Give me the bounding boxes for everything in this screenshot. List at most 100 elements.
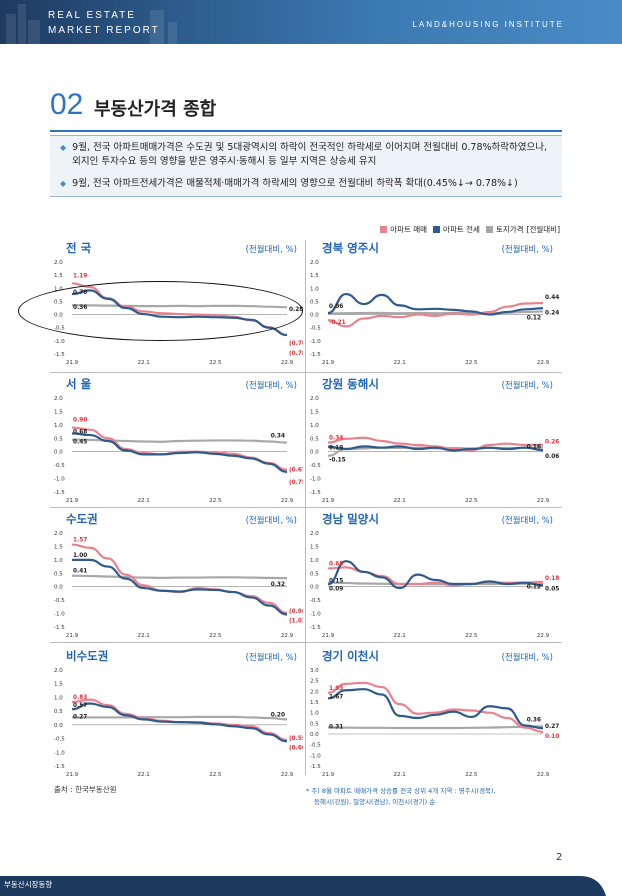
- data-label: 0.41: [73, 569, 87, 575]
- data-label: 0.57: [73, 703, 87, 709]
- legend-jeonse: 아파트 전세: [443, 225, 480, 234]
- x-tick-label: 22.1: [394, 498, 406, 504]
- data-label: (0.78): [289, 351, 303, 357]
- series-line-land: [72, 715, 288, 721]
- panel-title: 경남 밀양시: [322, 512, 379, 526]
- data-label: 0.34: [329, 436, 343, 442]
- y-tick-label: 1.0: [310, 423, 319, 429]
- y-tick-label: -0.5: [54, 463, 65, 469]
- y-tick-label: 1.0: [54, 695, 63, 701]
- y-tick-label: 1.5: [54, 409, 63, 415]
- data-label: 0.83: [73, 695, 87, 701]
- y-tick-label: -1.0: [54, 750, 65, 756]
- y-tick-label: 2.0: [310, 260, 319, 266]
- x-tick-label: 22.5: [465, 360, 478, 366]
- chart-panel-yeongju: 경북 영주시 (전월대비, %) 2.0 1.5 1.0 0.5 0.0 -0.5 -1.0…: [308, 240, 559, 366]
- data-label: (0.98): [289, 609, 303, 615]
- data-label: 0.36: [527, 717, 541, 723]
- summary-box: ◆ 9월, 전국 아파트매매가격은 수도권 및 5대광역시의 하락이 전국적인 …: [50, 135, 562, 197]
- chart-panel-seoul: 서 울 (전월대비, %) 2.0 1.5 1.0 0.5 0.0 -0.5 -1.0 -1.…: [52, 376, 303, 504]
- y-tick-label: -1.5: [310, 764, 321, 770]
- summary-item: ◆ 9월, 전국 아파트전세가격은 매물적체·매매가격 하락세의 영향으로 전월…: [60, 177, 518, 191]
- x-tick-label: 22.1: [394, 360, 406, 366]
- series-line-sale: [327, 436, 544, 452]
- series-line-sale: [327, 681, 544, 733]
- x-tick-label: 22.9: [537, 633, 550, 639]
- panel-divider: [50, 642, 562, 643]
- y-tick-label: -1.0: [310, 753, 321, 759]
- y-tick-label: -1.0: [54, 477, 65, 483]
- series-line-sale: [71, 426, 288, 471]
- land-swatch: [485, 226, 493, 233]
- x-tick-label: 22.1: [394, 633, 406, 639]
- y-tick-label: 1.5: [310, 273, 319, 279]
- chart-panel-capital-area: 수도권 (전월대비, %) 2.0 1.5 1.0 0.5 0.0 -0.5 -1.0 -1.…: [52, 511, 303, 639]
- panel-unit: (전월대비, %): [245, 381, 297, 391]
- series-line-land: [71, 574, 288, 580]
- series-line-jeonse: [71, 432, 288, 473]
- x-tick-label: 22.9: [537, 498, 550, 504]
- y-tick-label: -1.0: [310, 339, 321, 345]
- y-tick-label: 1.5: [310, 409, 319, 415]
- panel-unit: (전월대비, %): [501, 516, 553, 526]
- data-label: 0.31: [329, 724, 343, 730]
- data-label: (0.78): [289, 341, 303, 347]
- data-label: -0.21: [329, 320, 346, 326]
- x-tick-label: 21.9: [322, 498, 335, 504]
- data-label: 0.90: [73, 418, 87, 424]
- data-label: 1.93: [329, 686, 343, 692]
- y-tick-label: 1.5: [54, 682, 63, 688]
- y-tick-label: 2.0: [54, 396, 63, 402]
- data-label: 1.00: [73, 553, 87, 559]
- x-tick-label: 22.1: [394, 772, 406, 778]
- data-label: 0.24: [545, 310, 559, 316]
- y-tick-label: 0.5: [310, 299, 319, 305]
- line-chart: 2.0 1.5 1.0 0.5 0.0 -0.5 -1.0 -1.521.9 22.1 22.5 2…: [310, 531, 559, 639]
- y-tick-label: 0.5: [310, 571, 319, 577]
- x-tick-label: 22.9: [537, 360, 550, 366]
- data-label: 0.06: [545, 454, 559, 460]
- panel-title: 서 울: [66, 377, 92, 391]
- y-tick-label: -1.0: [54, 339, 65, 345]
- y-tick-label: -0.5: [54, 598, 65, 604]
- footer-shape: [0, 876, 606, 896]
- y-tick-label: 2.0: [54, 668, 63, 674]
- y-tick-label: -1.0: [310, 612, 321, 618]
- y-tick-label: 2.0: [310, 531, 319, 537]
- panel-title: 수도권: [66, 512, 98, 526]
- data-label: 0.15: [329, 579, 343, 585]
- section-divider: [50, 130, 562, 132]
- series-line-jeonse: [327, 560, 544, 590]
- y-tick-label: -1.5: [310, 490, 321, 496]
- x-tick-label: 22.5: [465, 633, 478, 639]
- data-label: 0.12: [527, 584, 541, 590]
- x-tick-label: 22.9: [281, 498, 294, 504]
- y-tick-label: 1.0: [310, 286, 319, 292]
- data-label: 0.09: [329, 586, 343, 592]
- x-tick-label: 22.5: [209, 498, 222, 504]
- y-tick-label: -0.5: [310, 598, 321, 604]
- y-tick-label: 1.0: [54, 558, 63, 564]
- section-number: 02: [50, 88, 84, 121]
- x-tick-label: 22.1: [138, 360, 150, 366]
- panel-unit: (전월대비, %): [501, 381, 553, 391]
- series-line-jeonse: [327, 292, 544, 316]
- footer-text: 부동산시장동향: [4, 880, 53, 889]
- y-tick-label: 1.0: [310, 711, 319, 717]
- data-label: (0.67): [289, 468, 303, 474]
- line-chart: 3.0 2.5 2.0 1.5 1.0 0.5 0.0 -0.5 -1.0 -1.521.9 22.…: [310, 668, 559, 778]
- chart-panel-miryang: 경남 밀양시 (전월대비, %) 2.0 1.5 1.0 0.5 0.0 -0.5 -1.0…: [308, 511, 559, 639]
- sale-swatch: [380, 226, 388, 233]
- y-tick-label: 2.0: [310, 396, 319, 402]
- y-tick-label: 1.0: [54, 423, 63, 429]
- y-tick-label: 2.5: [310, 679, 319, 685]
- y-tick-label: 0.5: [310, 436, 319, 442]
- diamond-bullet-icon: ◆: [60, 179, 67, 188]
- x-tick-label: 22.1: [138, 772, 150, 778]
- data-label: 1.57: [73, 538, 87, 544]
- x-tick-label: 22.5: [209, 633, 222, 639]
- x-tick-label: 22.9: [281, 772, 294, 778]
- y-tick-label: -1.0: [54, 612, 65, 618]
- legend-land: 토지가격: [495, 225, 524, 234]
- summary-text: 9월, 전국 아파트매매가격은 수도권 및 5대광역시의 하락이 전국적인 하락…: [72, 142, 547, 153]
